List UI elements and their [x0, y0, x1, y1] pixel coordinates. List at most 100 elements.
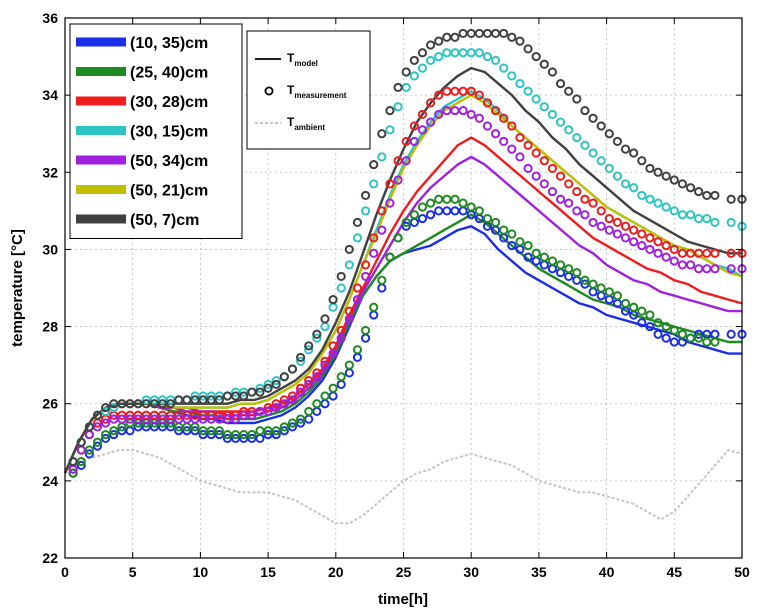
measurement-point: [669, 206, 679, 216]
measurement-point: [620, 298, 631, 309]
measurement-point: [101, 418, 111, 428]
measurement-point: [612, 291, 623, 301]
measurement-point: [401, 221, 411, 231]
measurement-point: [710, 264, 720, 274]
measurement-point: [653, 248, 663, 258]
measurement-point: [547, 256, 558, 266]
measurement-point: [425, 210, 436, 220]
measurement-point: [620, 233, 631, 243]
measurement-point: [629, 237, 639, 247]
measurement-point: [360, 260, 371, 270]
measurement-point: [271, 429, 281, 440]
measurement-point: [645, 321, 655, 332]
measurement-point: [539, 252, 549, 262]
measurement-point: [564, 264, 574, 274]
measurement-point: [304, 345, 314, 355]
measurement-point: [474, 90, 484, 100]
measurement-point: [458, 105, 468, 116]
measurement-point: [377, 129, 387, 139]
measurement-point: [393, 102, 403, 112]
measurement-point: [645, 194, 655, 204]
x-tick-label: 50: [734, 564, 750, 580]
measurement-point: [409, 210, 419, 220]
measurement-point: [539, 59, 549, 69]
measurement-point: [507, 121, 517, 131]
measurement-point: [612, 136, 623, 147]
measurement-point: [685, 183, 696, 193]
measurement-point: [295, 414, 306, 424]
measurement-point: [645, 310, 655, 320]
measurement-point: [328, 383, 338, 393]
measurement-point: [425, 98, 436, 108]
measurement-point: [580, 140, 590, 150]
measurement-point: [385, 198, 395, 208]
measurement-point: [76, 437, 86, 447]
measurement-point: [328, 348, 338, 359]
measurement-point: [564, 198, 574, 208]
measurement-point: [450, 194, 460, 204]
measurement-point: [425, 40, 436, 50]
measurement-point: [304, 341, 314, 351]
measurement-point: [531, 171, 541, 181]
measurement-point: [661, 202, 671, 212]
measurement-point: [68, 456, 78, 467]
measurement-point: [425, 198, 436, 208]
legend-label: (50, 21)cm: [130, 183, 208, 200]
measurement-point: [312, 329, 322, 339]
measurement-point: [304, 375, 314, 386]
measurement-point: [588, 113, 598, 123]
measurement-series-50-7-cm: [68, 28, 747, 467]
measurement-point: [702, 213, 712, 224]
measurement-point: [409, 121, 419, 131]
measurement-point: [694, 186, 704, 197]
measurement-point: [580, 275, 590, 285]
measurement-point: [336, 333, 346, 343]
measurement-point: [393, 175, 403, 185]
measurement-point: [604, 225, 614, 235]
measurement-point: [580, 194, 590, 204]
measurement-point: [287, 364, 298, 374]
measurement-point: [360, 190, 371, 201]
measurement-point: [547, 163, 558, 174]
measurement-point: [661, 240, 671, 251]
measurement-point: [572, 267, 582, 278]
measurement-point: [312, 368, 322, 378]
measurement-point: [377, 152, 387, 162]
measurement-point: [564, 86, 574, 96]
measurement-point: [653, 167, 663, 177]
measurement-point: [68, 468, 78, 478]
measurement-point: [507, 144, 517, 154]
measurement-point: [685, 210, 696, 220]
measurement-point: [620, 221, 631, 231]
measurement-point: [466, 86, 476, 96]
measurement-point: [352, 283, 363, 293]
measurement-point: [499, 136, 509, 147]
measurement-point: [247, 410, 257, 420]
measurement-point: [572, 132, 582, 143]
measurement-point: [231, 414, 241, 424]
measurement-point: [604, 213, 614, 224]
measurement-point: [596, 206, 606, 216]
measurement-point: [312, 333, 322, 343]
measurement-point: [377, 206, 387, 216]
measurement-point: [669, 325, 679, 336]
measurement-point: [515, 152, 525, 162]
measurement-point: [377, 275, 387, 285]
measurement-point: [661, 252, 671, 262]
measurement-point: [312, 372, 322, 382]
measurement-point: [507, 71, 517, 81]
measurement-point: [685, 260, 696, 270]
measurement-series-25-40-cm: [68, 194, 720, 478]
legend-label: (30, 28)cm: [130, 94, 208, 111]
measurement-point: [523, 240, 533, 251]
ambient-line: [64, 449, 743, 525]
measurement-point: [726, 217, 736, 228]
measurement-point: [555, 171, 566, 181]
measurement-point: [637, 229, 647, 239]
measurement-point: [466, 109, 476, 120]
measurement-point: [320, 360, 330, 370]
measurement-point: [474, 113, 484, 123]
y-tick-label: 22: [42, 550, 58, 566]
measurement-point: [629, 225, 639, 235]
type-legend-circle-marker: [264, 86, 274, 96]
